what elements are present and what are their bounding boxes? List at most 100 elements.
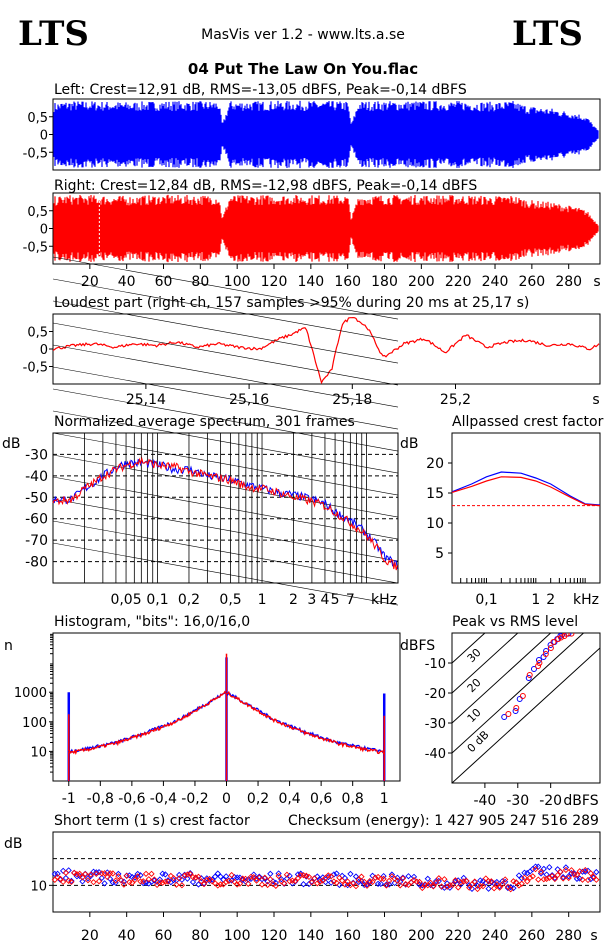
short-term-point bbox=[211, 873, 219, 880]
short-term-point bbox=[455, 884, 462, 891]
short-term-point bbox=[352, 883, 360, 890]
short-term-point bbox=[176, 871, 183, 879]
x-tick-label: 0,05 bbox=[110, 592, 141, 608]
short-term-point bbox=[76, 870, 83, 877]
y-tick-label: -40 bbox=[425, 747, 446, 762]
short-term-point bbox=[333, 879, 340, 886]
short-term-point bbox=[162, 878, 169, 885]
short-term-point bbox=[543, 875, 550, 882]
peak-rms-title: Peak vs RMS level bbox=[452, 614, 578, 630]
short-term-point bbox=[148, 870, 155, 877]
short-term-point bbox=[416, 878, 423, 886]
short-term-point bbox=[242, 875, 249, 882]
short-term-point bbox=[68, 877, 75, 885]
short-term-point bbox=[181, 872, 188, 879]
short-term-point bbox=[468, 885, 476, 892]
spectrum-slope-line bbox=[52, 432, 399, 496]
y-tick-label: 10 bbox=[30, 745, 47, 760]
short-term-point bbox=[134, 873, 141, 880]
short-term-point bbox=[228, 871, 235, 879]
short-term-point bbox=[90, 879, 97, 886]
short-term-point bbox=[540, 865, 547, 873]
short-term-point bbox=[87, 871, 94, 878]
short-term-point bbox=[308, 878, 315, 885]
y-tick-label: 0,5 bbox=[27, 326, 48, 341]
short-term-point bbox=[71, 869, 78, 877]
short-term-point bbox=[62, 869, 70, 877]
x-tick-label: 180 bbox=[371, 928, 398, 944]
x-tick-label: 200 bbox=[408, 928, 435, 944]
peak-rms-point bbox=[505, 711, 512, 717]
short-term-point bbox=[98, 874, 105, 882]
x-tick-label: 240 bbox=[482, 928, 509, 944]
short-term-point bbox=[142, 870, 150, 877]
short-term-point bbox=[300, 881, 307, 888]
short-term-point bbox=[68, 878, 75, 886]
short-term-point bbox=[93, 869, 100, 876]
short-term-point bbox=[131, 874, 139, 881]
logo-left: LTS bbox=[18, 14, 89, 54]
short-term-point bbox=[385, 877, 393, 885]
short-term-point bbox=[443, 883, 451, 890]
short-term-point bbox=[388, 871, 396, 878]
histogram-series-1 bbox=[68, 690, 385, 756]
x-tick-label: -0,2 bbox=[181, 791, 208, 807]
short-term-point bbox=[397, 878, 404, 885]
short-term-point bbox=[410, 876, 418, 884]
y-tick-label: -40 bbox=[25, 469, 48, 485]
short-term-point bbox=[471, 878, 478, 885]
spectrum-slope-line bbox=[52, 344, 399, 408]
short-term-point bbox=[278, 876, 285, 883]
x-tick-label: 120 bbox=[261, 928, 288, 944]
short-term-point bbox=[79, 874, 86, 881]
short-term-point bbox=[521, 874, 528, 881]
y-tick-label: 5 bbox=[435, 546, 444, 562]
loudest-part-title: Loudest part (right ch, 157 samples >95%… bbox=[54, 295, 529, 311]
short-term-point bbox=[198, 878, 205, 885]
short-term-point bbox=[209, 878, 216, 885]
short-term-point bbox=[98, 870, 105, 877]
x-tick-label: 220 bbox=[445, 274, 472, 290]
app-title: MasVis ver 1.2 - www.lts.a.se bbox=[201, 27, 405, 43]
short-term-point bbox=[446, 882, 454, 889]
short-term-point bbox=[189, 878, 197, 886]
short-term-point bbox=[54, 874, 61, 881]
x-unit-label: s bbox=[592, 392, 599, 408]
short-term-point bbox=[327, 873, 335, 880]
short-term-point bbox=[430, 883, 437, 890]
y-tick-label: 10 bbox=[426, 516, 444, 532]
x-tick-label: 20 bbox=[81, 274, 99, 290]
peak-rms-point bbox=[519, 693, 526, 699]
short-term-point bbox=[192, 874, 199, 881]
short-term-point bbox=[322, 879, 329, 886]
x-tick-label: 180 bbox=[371, 274, 398, 290]
spectrum-slope-line bbox=[52, 542, 399, 606]
x-tick-label: -40 bbox=[473, 793, 496, 809]
short-term-point bbox=[84, 877, 92, 884]
short-term-point bbox=[195, 881, 202, 888]
short-term-point bbox=[513, 879, 520, 886]
short-term-point bbox=[234, 881, 241, 888]
x-tick-label: 260 bbox=[518, 928, 545, 944]
short-term-point bbox=[546, 864, 553, 871]
short-term-point bbox=[507, 886, 514, 893]
short-term-point bbox=[195, 873, 202, 880]
peak-rms-point bbox=[536, 660, 543, 666]
short-term-point bbox=[369, 878, 376, 886]
short-term-point bbox=[460, 874, 467, 882]
x-tick-label: 40 bbox=[118, 274, 136, 290]
y-tick-label: 0 bbox=[40, 223, 48, 238]
y-tick-label: -0,5 bbox=[23, 361, 48, 376]
crest-line-label: 40 bbox=[465, 616, 484, 635]
crest-diagonal bbox=[452, 633, 552, 724]
short-term-point bbox=[438, 883, 445, 890]
short-term-point bbox=[405, 873, 412, 880]
short-term-point bbox=[424, 875, 431, 882]
crest-diagonal bbox=[452, 647, 600, 783]
short-term-point bbox=[568, 867, 575, 874]
short-term-point bbox=[120, 878, 128, 885]
crest-frame bbox=[451, 432, 601, 584]
short-term-point bbox=[490, 885, 498, 892]
